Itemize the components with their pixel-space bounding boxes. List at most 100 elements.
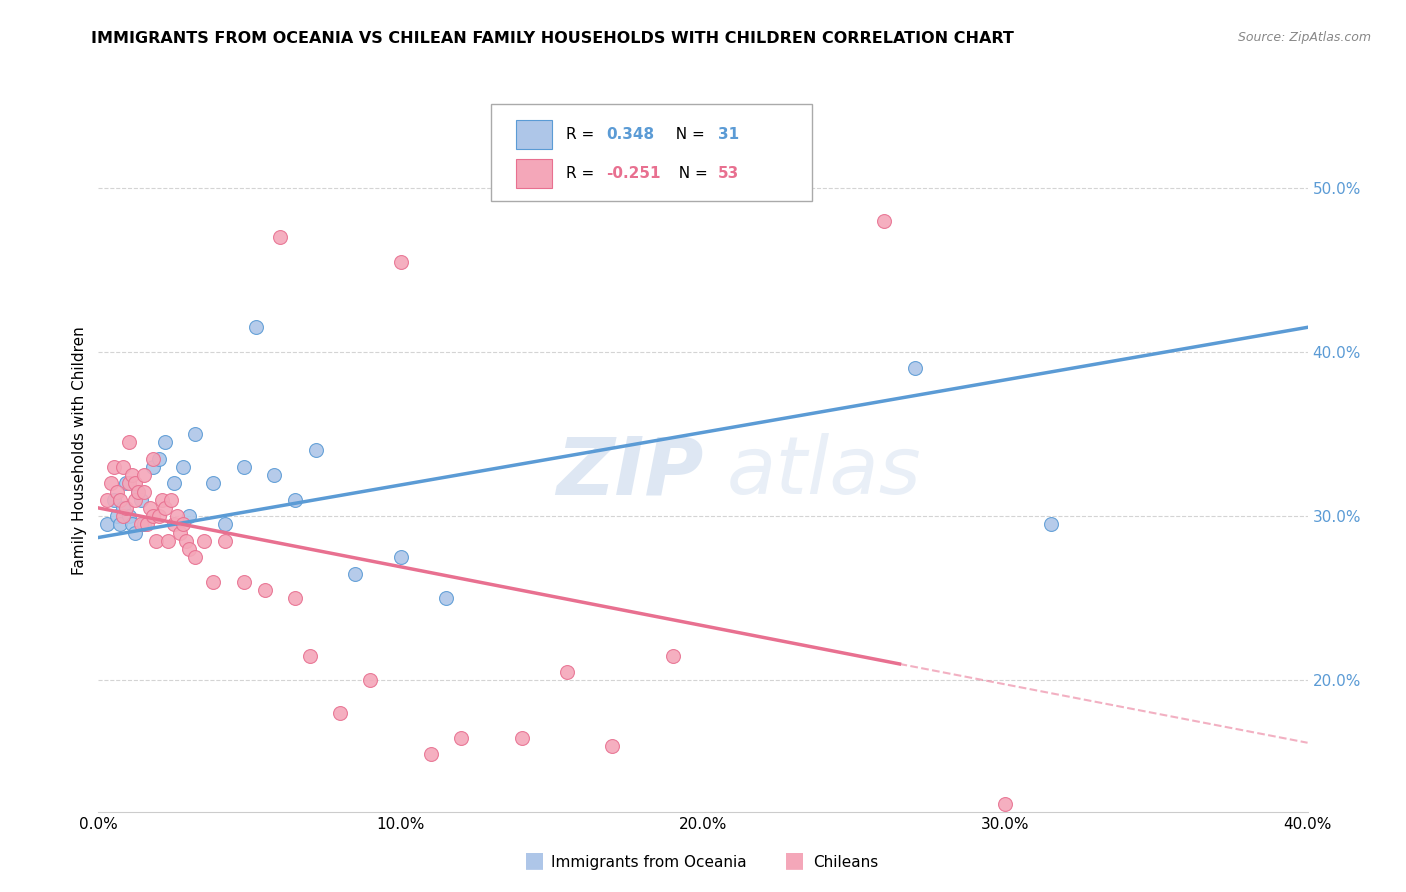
Point (127, 484, 149, 499)
Point (135, 517, 157, 532)
Point (105, 484, 128, 499)
Point (132, 517, 155, 532)
Point (111, 500, 134, 515)
Point (153, 500, 176, 515)
Point (118, 509, 141, 524)
Point (118, 476, 141, 491)
Point (127, 484, 149, 499)
Point (232, 459, 254, 474)
Text: atlas: atlas (727, 434, 922, 511)
Point (124, 476, 146, 491)
Point (202, 574, 225, 589)
Point (284, 591, 307, 606)
Point (602, 739, 624, 753)
Point (389, 550, 412, 565)
Point (344, 566, 367, 581)
Point (214, 533, 236, 548)
Point (284, 492, 307, 507)
Point (555, 665, 578, 680)
Text: 0.348: 0.348 (606, 127, 654, 142)
Point (121, 517, 143, 532)
Point (299, 648, 322, 663)
Point (124, 492, 146, 507)
Text: Chileans: Chileans (813, 855, 877, 870)
Point (121, 468, 143, 483)
Point (214, 517, 236, 532)
Point (305, 443, 328, 458)
Point (129, 517, 152, 532)
Point (129, 492, 152, 507)
Text: Immigrants from Oceania: Immigrants from Oceania (551, 855, 747, 870)
Point (179, 509, 201, 524)
Point (103, 459, 125, 474)
Point (148, 509, 170, 524)
Point (142, 509, 165, 524)
Point (169, 525, 191, 540)
Point (994, 797, 1017, 811)
Point (148, 451, 170, 466)
Point (269, 230, 291, 244)
Point (100, 476, 122, 491)
Point (163, 476, 186, 491)
Point (132, 484, 155, 499)
Point (360, 673, 382, 688)
Point (184, 550, 207, 565)
Point (873, 213, 896, 227)
Point (156, 533, 179, 548)
Y-axis label: Family Households with Children: Family Households with Children (72, 326, 87, 574)
Point (96, 492, 118, 507)
Point (108, 492, 131, 507)
Point (118, 435, 141, 450)
Point (160, 492, 183, 507)
Text: ■: ■ (524, 850, 544, 870)
Point (172, 517, 194, 532)
Point (139, 500, 162, 515)
Point (163, 517, 186, 532)
Text: IMMIGRANTS FROM OCEANIA VS CHILEAN FAMILY HOUSEHOLDS WITH CHILDREN CORRELATION C: IMMIGRANTS FROM OCEANIA VS CHILEAN FAMIL… (91, 31, 1014, 46)
Point (245, 320, 267, 334)
Point (108, 517, 131, 532)
Text: N =: N = (665, 127, 709, 142)
Text: Source: ZipAtlas.com: Source: ZipAtlas.com (1237, 31, 1371, 45)
Point (124, 525, 146, 540)
Point (434, 591, 457, 606)
Point (96, 517, 118, 532)
Point (103, 492, 125, 507)
Text: R =: R = (567, 166, 599, 181)
Point (114, 476, 136, 491)
Point (450, 731, 472, 745)
Point (202, 476, 225, 491)
Point (179, 541, 201, 556)
Point (166, 509, 188, 524)
Point (389, 254, 412, 268)
Point (105, 509, 128, 524)
Text: ZIP: ZIP (555, 434, 703, 511)
Point (510, 731, 533, 745)
Text: ■: ■ (785, 850, 804, 870)
Point (420, 747, 443, 762)
Point (111, 459, 134, 474)
Text: 53: 53 (717, 166, 738, 181)
Point (329, 706, 352, 721)
Text: -0.251: -0.251 (606, 166, 661, 181)
Point (142, 451, 165, 466)
Point (904, 361, 927, 376)
Point (153, 435, 176, 450)
Point (132, 468, 155, 483)
Point (193, 533, 215, 548)
Point (145, 533, 167, 548)
Point (184, 427, 207, 442)
Text: 31: 31 (717, 127, 738, 142)
Point (142, 459, 165, 474)
Point (232, 574, 254, 589)
Point (150, 492, 173, 507)
FancyBboxPatch shape (492, 103, 811, 202)
Text: N =: N = (669, 166, 713, 181)
Point (661, 648, 683, 663)
FancyBboxPatch shape (516, 159, 551, 187)
Point (174, 533, 197, 548)
Point (1039, 517, 1062, 532)
Point (172, 459, 194, 474)
Point (263, 468, 285, 483)
FancyBboxPatch shape (516, 120, 551, 149)
